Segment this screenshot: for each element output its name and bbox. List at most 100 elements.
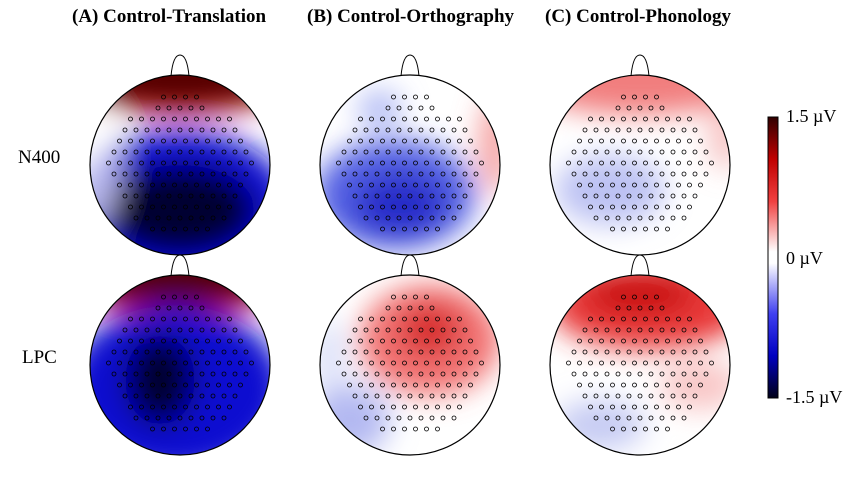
electrode <box>670 193 676 199</box>
electrode <box>363 415 369 421</box>
electrode <box>446 204 451 210</box>
electrode <box>216 360 221 366</box>
electrode <box>363 327 369 333</box>
electrode <box>681 215 687 221</box>
electrode <box>232 149 238 155</box>
electrode <box>183 182 188 188</box>
electrode <box>402 360 407 366</box>
electrode <box>194 426 199 432</box>
electrode <box>621 360 626 366</box>
electrode <box>588 182 593 188</box>
electrode <box>161 226 166 232</box>
electrode <box>227 338 232 344</box>
electrode <box>593 393 599 399</box>
electrode <box>172 160 177 166</box>
electrode <box>363 127 369 133</box>
electrode <box>681 127 687 133</box>
electrode <box>681 393 687 399</box>
electrode <box>363 149 369 155</box>
electrode <box>199 105 205 111</box>
electrode <box>205 426 210 432</box>
electrode <box>188 127 194 133</box>
electrode <box>637 127 643 133</box>
electrode <box>216 160 221 166</box>
electrode <box>172 382 177 388</box>
electrode <box>391 138 396 144</box>
electrode <box>462 393 468 399</box>
electrode <box>632 226 637 232</box>
electrode <box>172 116 177 122</box>
electrode <box>341 349 347 355</box>
electrode <box>374 393 380 399</box>
electrode <box>637 149 643 155</box>
electrode <box>440 327 446 333</box>
electrode <box>199 371 205 377</box>
electrode <box>391 94 396 100</box>
electrode <box>577 382 582 388</box>
electrode <box>457 360 462 366</box>
electrode <box>692 193 698 199</box>
electrode <box>238 138 243 144</box>
row-label-n400: N400 <box>18 147 61 168</box>
electrode <box>637 371 643 377</box>
electrode <box>161 338 166 344</box>
electrode <box>648 305 654 311</box>
electrode <box>435 138 440 144</box>
electrode <box>654 294 659 300</box>
electrode <box>451 393 457 399</box>
electrode <box>128 116 133 122</box>
electrode <box>369 404 374 410</box>
electrode <box>407 215 413 221</box>
electrode <box>391 338 396 344</box>
electrode <box>352 393 358 399</box>
electrode <box>347 360 352 366</box>
electrode <box>681 327 687 333</box>
electrode <box>133 127 139 133</box>
electrode <box>665 338 670 344</box>
electrode <box>659 415 665 421</box>
electrode <box>216 204 221 210</box>
electrode <box>199 193 205 199</box>
electrode <box>155 193 161 199</box>
electrode <box>429 327 435 333</box>
electrode <box>227 138 232 144</box>
electrode <box>468 138 473 144</box>
electrode <box>610 404 615 410</box>
electrode <box>468 338 473 344</box>
electrode <box>588 116 593 122</box>
electrode <box>593 327 599 333</box>
electrode <box>172 404 177 410</box>
electrode <box>199 215 205 221</box>
electrode <box>610 360 615 366</box>
electrode <box>588 338 593 344</box>
electrode <box>692 393 698 399</box>
electrode <box>610 426 615 432</box>
electrode <box>407 393 413 399</box>
electrode <box>451 127 457 133</box>
electrode <box>687 404 692 410</box>
electrode <box>413 426 418 432</box>
electrode <box>161 138 166 144</box>
electrode <box>194 316 199 322</box>
electrode <box>670 171 676 177</box>
electrode <box>199 127 205 133</box>
electrode <box>670 215 676 221</box>
electrode <box>238 182 243 188</box>
electrode <box>363 171 369 177</box>
electrode <box>374 193 380 199</box>
electrode <box>352 349 358 355</box>
colorbar <box>767 116 779 399</box>
electrode <box>621 160 626 166</box>
electrode <box>626 371 632 377</box>
electrode <box>161 116 166 122</box>
electrode <box>687 338 692 344</box>
electrode <box>221 349 227 355</box>
electrode <box>166 215 172 221</box>
electrode <box>604 349 610 355</box>
electrode <box>402 94 407 100</box>
electrode <box>424 138 429 144</box>
electrode <box>654 382 659 388</box>
electrode <box>429 127 435 133</box>
electrode <box>659 149 665 155</box>
electrode <box>227 404 232 410</box>
